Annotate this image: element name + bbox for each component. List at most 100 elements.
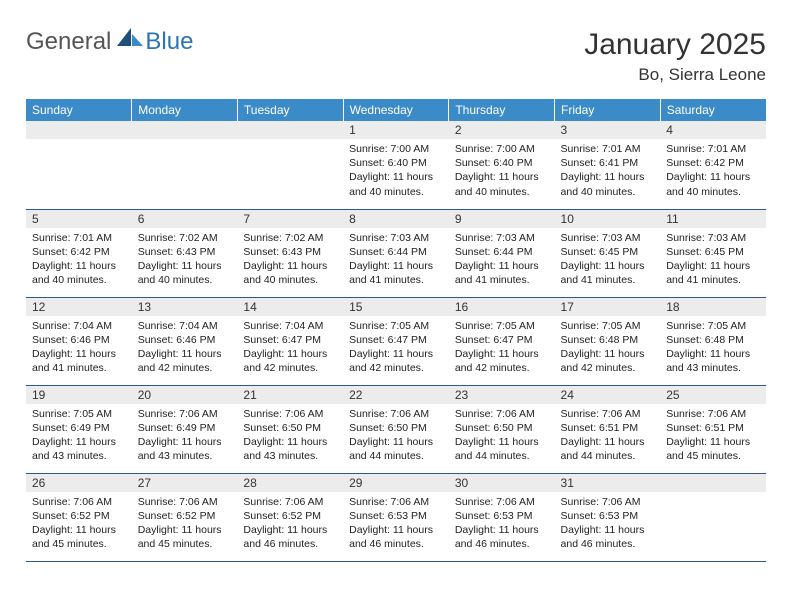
logo-sail-icon [117,26,143,53]
day-number: 27 [132,474,238,492]
day-number: 9 [449,210,555,228]
day-number: 23 [449,386,555,404]
day-number: 24 [555,386,661,404]
month-title: January 2025 [584,28,766,61]
logo: General Blue [26,28,193,56]
day-content: Sunrise: 7:01 AMSunset: 6:42 PMDaylight:… [26,228,132,294]
day-content: Sunrise: 7:06 AMSunset: 6:52 PMDaylight:… [237,492,343,558]
calendar-cell: 9Sunrise: 7:03 AMSunset: 6:44 PMDaylight… [449,209,555,297]
empty-day-content [660,492,766,501]
calendar-cell: 13Sunrise: 7:04 AMSunset: 6:46 PMDayligh… [132,297,238,385]
day-content: Sunrise: 7:06 AMSunset: 6:49 PMDaylight:… [132,404,238,470]
day-number: 31 [555,474,661,492]
calendar-cell: 1Sunrise: 7:00 AMSunset: 6:40 PMDaylight… [343,121,449,209]
day-number: 19 [26,386,132,404]
calendar-cell: 29Sunrise: 7:06 AMSunset: 6:53 PMDayligh… [343,473,449,561]
day-number: 29 [343,474,449,492]
day-number: 17 [555,298,661,316]
calendar-cell: 11Sunrise: 7:03 AMSunset: 6:45 PMDayligh… [660,209,766,297]
calendar-cell: 8Sunrise: 7:03 AMSunset: 6:44 PMDaylight… [343,209,449,297]
calendar-row: 12Sunrise: 7:04 AMSunset: 6:46 PMDayligh… [26,297,766,385]
day-number: 20 [132,386,238,404]
day-content: Sunrise: 7:04 AMSunset: 6:46 PMDaylight:… [132,316,238,382]
day-content: Sunrise: 7:04 AMSunset: 6:46 PMDaylight:… [26,316,132,382]
day-content: Sunrise: 7:06 AMSunset: 6:52 PMDaylight:… [26,492,132,558]
empty-day-content [132,139,238,148]
calendar-cell: 30Sunrise: 7:06 AMSunset: 6:53 PMDayligh… [449,473,555,561]
day-number: 2 [449,121,555,139]
weekday-header: Saturday [660,99,766,121]
weekday-header: Wednesday [343,99,449,121]
calendar-cell: 3Sunrise: 7:01 AMSunset: 6:41 PMDaylight… [555,121,661,209]
empty-day-number [26,121,132,139]
day-content: Sunrise: 7:05 AMSunset: 6:47 PMDaylight:… [449,316,555,382]
calendar-cell: 5Sunrise: 7:01 AMSunset: 6:42 PMDaylight… [26,209,132,297]
calendar-cell: 4Sunrise: 7:01 AMSunset: 6:42 PMDaylight… [660,121,766,209]
day-content: Sunrise: 7:06 AMSunset: 6:50 PMDaylight:… [237,404,343,470]
day-content: Sunrise: 7:05 AMSunset: 6:47 PMDaylight:… [343,316,449,382]
calendar-cell [26,121,132,209]
day-number: 12 [26,298,132,316]
weekday-header: Monday [132,99,238,121]
day-number: 7 [237,210,343,228]
day-number: 5 [26,210,132,228]
calendar-cell: 26Sunrise: 7:06 AMSunset: 6:52 PMDayligh… [26,473,132,561]
day-content: Sunrise: 7:00 AMSunset: 6:40 PMDaylight:… [449,139,555,205]
calendar-cell [237,121,343,209]
calendar-cell: 31Sunrise: 7:06 AMSunset: 6:53 PMDayligh… [555,473,661,561]
day-number: 11 [660,210,766,228]
calendar-cell: 10Sunrise: 7:03 AMSunset: 6:45 PMDayligh… [555,209,661,297]
day-content: Sunrise: 7:06 AMSunset: 6:50 PMDaylight:… [343,404,449,470]
calendar-cell: 19Sunrise: 7:05 AMSunset: 6:49 PMDayligh… [26,385,132,473]
day-number: 4 [660,121,766,139]
day-content: Sunrise: 7:06 AMSunset: 6:51 PMDaylight:… [660,404,766,470]
day-number: 13 [132,298,238,316]
weekday-header: Friday [555,99,661,121]
calendar-cell: 27Sunrise: 7:06 AMSunset: 6:52 PMDayligh… [132,473,238,561]
day-content: Sunrise: 7:05 AMSunset: 6:49 PMDaylight:… [26,404,132,470]
day-content: Sunrise: 7:04 AMSunset: 6:47 PMDaylight:… [237,316,343,382]
day-number: 25 [660,386,766,404]
day-number: 22 [343,386,449,404]
calendar-cell: 14Sunrise: 7:04 AMSunset: 6:47 PMDayligh… [237,297,343,385]
calendar-cell [660,473,766,561]
day-content: Sunrise: 7:01 AMSunset: 6:42 PMDaylight:… [660,139,766,205]
day-number: 30 [449,474,555,492]
logo-text-blue: Blue [145,28,193,56]
weekday-header: Tuesday [237,99,343,121]
day-number: 21 [237,386,343,404]
day-number: 16 [449,298,555,316]
calendar-cell: 21Sunrise: 7:06 AMSunset: 6:50 PMDayligh… [237,385,343,473]
calendar-cell: 18Sunrise: 7:05 AMSunset: 6:48 PMDayligh… [660,297,766,385]
day-number: 26 [26,474,132,492]
day-number: 15 [343,298,449,316]
calendar-cell: 20Sunrise: 7:06 AMSunset: 6:49 PMDayligh… [132,385,238,473]
title-block: January 2025 Bo, Sierra Leone [584,28,766,85]
empty-day-content [26,139,132,148]
calendar-cell: 16Sunrise: 7:05 AMSunset: 6:47 PMDayligh… [449,297,555,385]
day-content: Sunrise: 7:02 AMSunset: 6:43 PMDaylight:… [237,228,343,294]
day-number: 1 [343,121,449,139]
day-number: 8 [343,210,449,228]
location-label: Bo, Sierra Leone [584,65,766,85]
day-content: Sunrise: 7:01 AMSunset: 6:41 PMDaylight:… [555,139,661,205]
calendar-cell [132,121,238,209]
weekday-header: Sunday [26,99,132,121]
calendar-cell: 12Sunrise: 7:04 AMSunset: 6:46 PMDayligh… [26,297,132,385]
day-content: Sunrise: 7:06 AMSunset: 6:52 PMDaylight:… [132,492,238,558]
calendar-row: 26Sunrise: 7:06 AMSunset: 6:52 PMDayligh… [26,473,766,561]
calendar-table: SundayMondayTuesdayWednesdayThursdayFrid… [26,99,766,562]
weekday-header: Thursday [449,99,555,121]
day-content: Sunrise: 7:02 AMSunset: 6:43 PMDaylight:… [132,228,238,294]
calendar-row: 5Sunrise: 7:01 AMSunset: 6:42 PMDaylight… [26,209,766,297]
calendar-cell: 6Sunrise: 7:02 AMSunset: 6:43 PMDaylight… [132,209,238,297]
weekday-header-row: SundayMondayTuesdayWednesdayThursdayFrid… [26,99,766,121]
page-header: General Blue January 2025 Bo, Sierra Leo… [26,28,766,85]
calendar-cell: 28Sunrise: 7:06 AMSunset: 6:52 PMDayligh… [237,473,343,561]
day-content: Sunrise: 7:03 AMSunset: 6:45 PMDaylight:… [555,228,661,294]
calendar-row: 1Sunrise: 7:00 AMSunset: 6:40 PMDaylight… [26,121,766,209]
empty-day-content [237,139,343,148]
day-number: 10 [555,210,661,228]
day-content: Sunrise: 7:06 AMSunset: 6:51 PMDaylight:… [555,404,661,470]
day-content: Sunrise: 7:03 AMSunset: 6:45 PMDaylight:… [660,228,766,294]
